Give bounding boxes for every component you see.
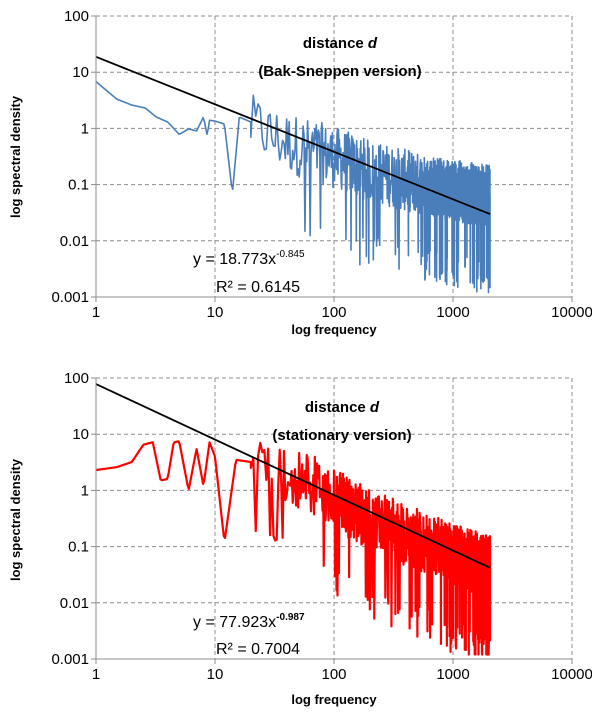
x-axis-label: log frequency [291, 322, 377, 337]
r-squared-label: R² = 0.7004 [216, 641, 300, 658]
y-tick-label: 1 [81, 482, 89, 499]
chart-title-line1: distance d [305, 399, 380, 416]
y-tick-label: 0.01 [60, 233, 89, 250]
x-tick-label: 100 [321, 304, 346, 321]
chart-title-line2: (stationary version) [272, 427, 411, 444]
y-tick-label: 100 [64, 370, 89, 387]
x-tick-label: 10 [207, 304, 224, 321]
x-tick-label: 1000 [436, 304, 469, 321]
y-axis-label: log spectral density [8, 458, 23, 581]
x-tick-label: 10000 [551, 304, 592, 321]
trendline [95, 55, 491, 215]
x-tick-label: 100 [321, 666, 346, 683]
trendline-equation: y = 77.923x-0.987 [193, 612, 305, 631]
spectral-density-series [95, 440, 492, 656]
trendline [95, 383, 491, 569]
x-tick-label: 10000 [551, 666, 592, 683]
x-tick-label: 1000 [436, 666, 469, 683]
data-series [95, 55, 491, 294]
y-axis-label: log spectral density [8, 95, 23, 218]
y-tick-label: 100 [64, 8, 89, 25]
r-squared-label: R² = 0.6145 [216, 279, 300, 296]
x-axis-label: log frequency [291, 692, 377, 707]
y-tick-label: 10 [72, 426, 89, 443]
y-tick-label: 10 [72, 64, 89, 81]
data-series [95, 383, 492, 656]
y-tick-label: 1 [81, 120, 89, 137]
y-tick-label: 0.1 [68, 177, 89, 194]
x-tick-label: 1 [92, 666, 100, 683]
y-tick-label: 0.001 [51, 651, 89, 668]
y-tick-label: 0.001 [51, 289, 89, 306]
spectral-density-series [95, 80, 491, 294]
chart-title-line2: (Bak-Sneppen version) [258, 63, 421, 80]
grid-lines [96, 15, 573, 297]
axes [91, 15, 573, 302]
chart-title-line1: distance d [303, 35, 378, 52]
trendline-equation: y = 18.773x-0.845 [193, 249, 305, 268]
y-tick-label: 0.1 [68, 539, 89, 556]
x-tick-label: 1 [92, 304, 100, 321]
axes [91, 377, 573, 664]
x-tick-label: 10 [207, 666, 224, 683]
y-tick-label: 0.01 [60, 595, 89, 612]
